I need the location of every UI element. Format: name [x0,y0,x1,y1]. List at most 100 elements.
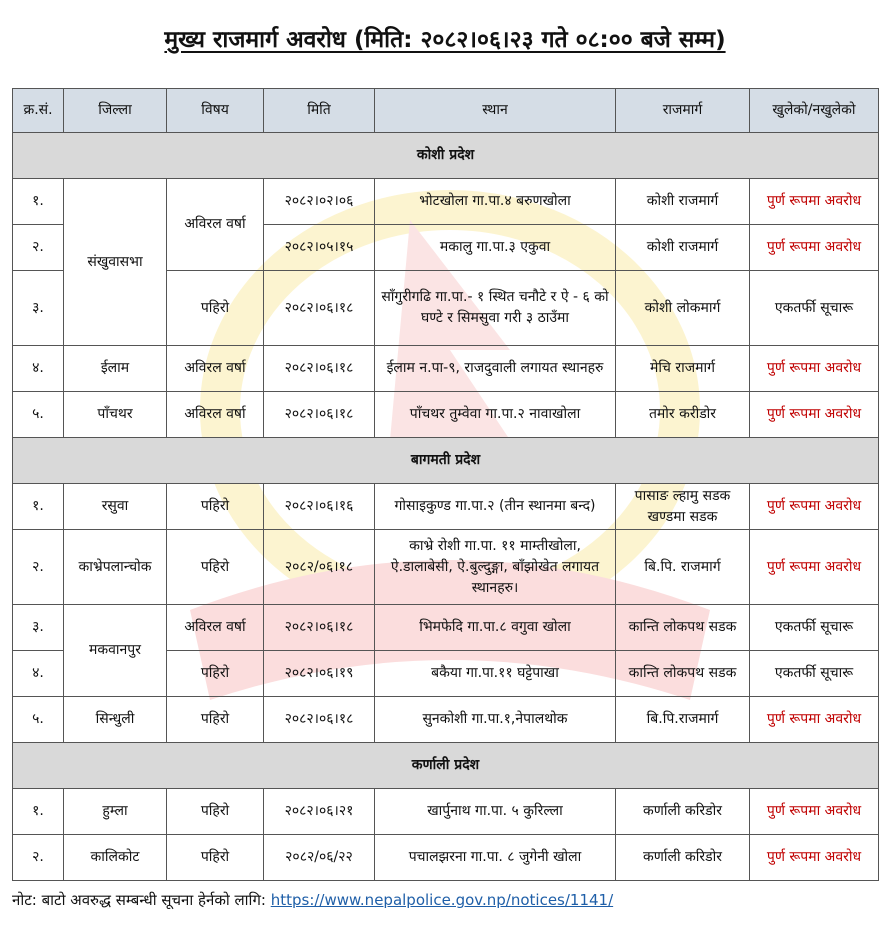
date: २०८२।०६।१९ [263,650,375,697]
district: कालिकोट [63,834,167,881]
serial-number: ३. [12,604,64,651]
table-row: १. संखुवासभा अविरल वर्षा २०८२।०२।०६ भोटखोला … [12,178,879,346]
col-highway: राजमार्ग [615,88,750,133]
notice-link[interactable]: https://www.nepalpolice.gov.np/notices/1… [270,891,614,909]
highway: बि.पि.राजमार्ग [615,696,750,743]
col-subject: विषय [166,88,264,133]
place: मकालु गा.पा.३ एकुवा [374,224,616,271]
place: भोटखोला गा.पा.४ बरुणखोला [374,178,616,225]
subject: पहिरो [166,529,264,605]
district: संखुवासभा [63,178,167,346]
serial-number: ५. [12,696,64,743]
serial-number: १. [12,483,64,530]
status: पुर्ण रूपमा अवरोध [749,391,879,438]
subject: पहिरो [166,650,264,697]
table-row: ३. मकवानपुर अविरल वर्षा २०८२।०६।१८ भिमफेदि ग… [12,604,879,697]
date: २०८२।०६।१८ [263,391,375,438]
subject: अविरल वर्षा [166,178,264,271]
date: २०८२।०६।१८ [263,270,375,346]
status: पुर्ण रूपमा अवरोध [749,178,879,225]
col-status: खुलेको/नखुलेको [749,88,879,133]
table-row: २. कालिकोट पहिरो २०८२/०६/२२ पचालझरना गा.पा. … [12,834,879,881]
place: भिमफेदि गा.पा.८ वगुवा खोला [374,604,616,651]
table-row: ३. पहिरो २०८२।०६।१८ साँगुरीगढि गा.पा.- १ स्… [12,270,879,346]
date: २०८२।०६।२१ [263,788,375,835]
date: २०८२।०२।०६ [263,178,375,225]
serial-number: ५. [12,391,64,438]
subject: पहिरो [166,696,264,743]
col-date: मिति [263,88,375,133]
highway: कोशी राजमार्ग [615,178,750,225]
place: गोसाइकुण्ड गा.पा.२ (तीन स्थानमा बन्द) [374,483,616,530]
table-row: १. रसुवा पहिरो २०८२।०६।१६ गोसाइकुण्ड गा.पा.२… [12,483,879,530]
place: ईलाम न.पा-९, राजदुवाली लगायत स्थानहरु [374,345,616,392]
status: पुर्ण रूपमा अवरोध [749,696,879,743]
status: पुर्ण रूपमा अवरोध [749,788,879,835]
note-label: नोट: बाटो अवरुद्ध सम्बन्धी सूचना हेर्नको… [12,891,266,909]
highway: कर्णाली करिडोर [615,788,750,835]
section-header-row: कर्णाली प्रदेश [12,742,879,789]
place: सुनकोशी गा.पा.१,नेपालथोक [374,696,616,743]
table-row: १. हुम्ला पहिरो २०८२।०६।२१ खार्पुनाथ गा.पा. … [12,788,879,835]
date: २०८२/०६/२२ [263,834,375,881]
subject: अविरल वर्षा [166,345,264,392]
serial-number: २. [12,834,64,881]
serial-number: ४. [12,345,64,392]
highway: कोशी लोकमार्ग [615,270,750,346]
subject: अविरल वर्षा [166,604,264,651]
district: रसुवा [63,483,167,530]
status: पुर्ण रूपमा अवरोध [749,529,879,605]
col-district: जिल्ला [63,88,167,133]
date: २०८२।०६।१८ [263,345,375,392]
page-title: मुख्य राजमार्ग अवरोध (मिति: २०८२।०६।२३ ग… [164,27,726,53]
subject: पहिरो [166,270,264,346]
status: पुर्ण रूपमा अवरोध [749,483,879,530]
district: काभ्रेपलान्चोक [63,529,167,605]
province-name: बागमती प्रदेश [12,437,879,484]
district: हुम्ला [63,788,167,835]
status: पुर्ण रूपमा अवरोध [749,224,879,271]
date: २०८२।०५।१५ [263,224,375,271]
highway: कान्ति लोकपथ सडक [615,650,750,697]
table-row: २. २०८२।०५।१५ मकालु गा.पा.३ एकुवा कोशी राजम… [12,224,879,271]
date: २०८२।०६।१८ [263,696,375,743]
table-row: ५. सिन्धुली पहिरो २०८२।०६।१८ सुनकोशी गा.पा.१… [12,696,879,743]
status: पुर्ण रूपमा अवरोध [749,834,879,881]
footer-note: नोट: बाटो अवरुद्ध सम्बन्धी सूचना हेर्नको… [12,890,613,910]
serial-number: १. [12,788,64,835]
serial-number: २. [12,529,64,605]
status: एकतर्फी सूचारू [749,650,879,697]
serial-number: ४. [12,650,64,697]
subject: पहिरो [166,834,264,881]
highway: मेचि राजमार्ग [615,345,750,392]
table-row: २. काभ्रेपलान्चोक पहिरो २०८२/०६।१८ काभ्रे रो… [12,529,879,605]
section-header-row: बागमती प्रदेश [12,437,879,484]
subject: पहिरो [166,483,264,530]
date: २०८२/०६।१८ [263,529,375,605]
section-header-row: कोशी प्रदेश [12,132,879,179]
highway: कर्णाली करिडोर [615,834,750,881]
subject: अविरल वर्षा [166,391,264,438]
date: २०८२।०६।१६ [263,483,375,530]
place: पचालझरना गा.पा. ८ जुगेनी खोला [374,834,616,881]
table-header-row: क्र.सं. जिल्ला विषय मिति स्थान राजमार्ग … [12,88,879,133]
table-row: ४. ईलाम अविरल वर्षा २०८२।०६।१८ ईलाम न.पा-९, … [12,345,879,392]
highway: कोशी राजमार्ग [615,224,750,271]
highway: बि.पि. राजमार्ग [615,529,750,605]
province-name: कर्णाली प्रदेश [12,742,879,789]
district: ईलाम [63,345,167,392]
highway: कान्ति लोकपथ सडक [615,604,750,651]
status: पुर्ण रूपमा अवरोध [749,345,879,392]
status: एकतर्फी सूचारू [749,270,879,346]
serial-number: १. [12,178,64,225]
place: पाँचथर तुम्वेवा गा.पा.२ नावाखोला [374,391,616,438]
serial-number: ३. [12,270,64,346]
col-place: स्थान [374,88,616,133]
date: २०८२।०६।१८ [263,604,375,651]
district: पाँचथर [63,391,167,438]
place: काभ्रे रोशी गा.पा. ११ माम्तीखोला, ऐ.डाला… [374,529,616,605]
subject: पहिरो [166,788,264,835]
district: सिन्धुली [63,696,167,743]
highway: तमोर करीडोर [615,391,750,438]
road-blockage-table: क्र.सं. जिल्ला विषय मिति स्थान राजमार्ग … [12,88,879,881]
